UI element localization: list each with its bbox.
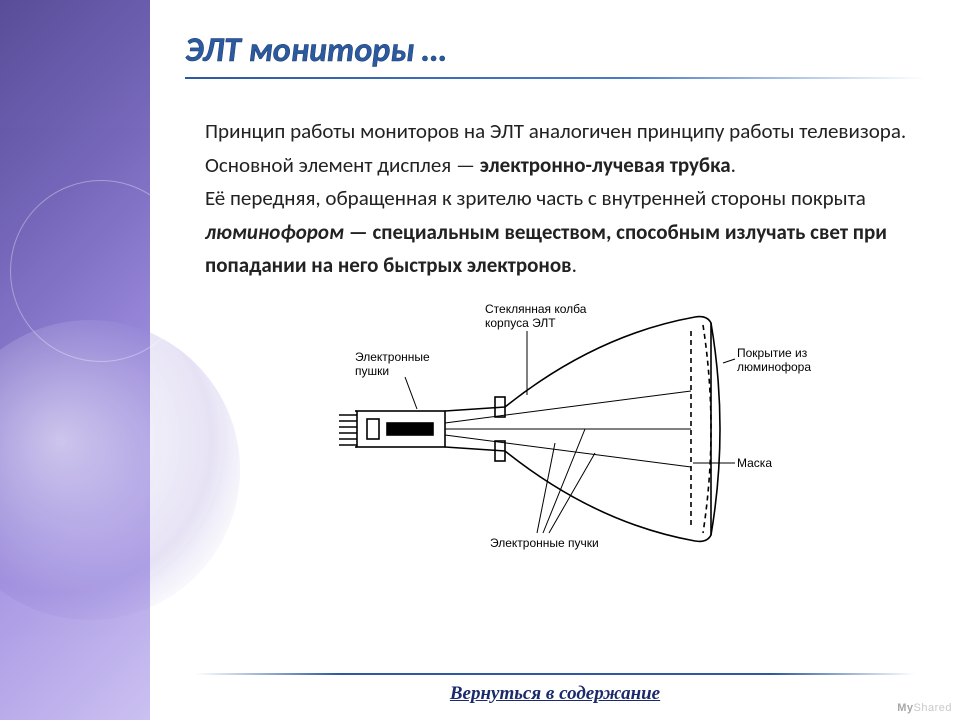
para-line3a: Её передняя, обращенная к зрителю часть … [205,185,866,211]
body-text: Принцип работы мониторов на ЭЛТ аналогич… [205,115,915,283]
label-phosphor: Покрытие излюминофора [737,346,811,374]
slide-content: ЭЛТ мониторы … Принцип работы мониторов … [155,0,955,585]
label-flask: Стеклянная колбакорпуса ЭЛТ [485,302,587,330]
para-line3d: . [572,252,577,278]
footer: Вернуться в содержание [155,673,955,705]
label-beams: Электронные пучки [490,536,599,550]
footer-divider [195,673,915,675]
para-line2c: . [731,152,736,178]
para-line3b: люминофором [205,219,344,245]
label-guns: Электронныепушки [355,350,430,378]
title-divider [185,77,925,79]
label-mask: Маска [737,456,772,470]
para-line1: Принцип работы мониторов на ЭЛТ аналогич… [205,118,906,144]
page-title: ЭЛТ мониторы … [185,30,925,71]
para-line2a: Основной элемент дисплея — [205,152,480,178]
left-decoration [0,0,150,720]
back-to-contents-link[interactable]: Вернуться в содержание [450,683,660,704]
crt-diagram: Электронныепушки Стеклянная колбакорпуса… [295,295,815,565]
para-line2b: электронно-лучевая трубка [480,152,731,178]
watermark: MyShared [897,702,952,714]
